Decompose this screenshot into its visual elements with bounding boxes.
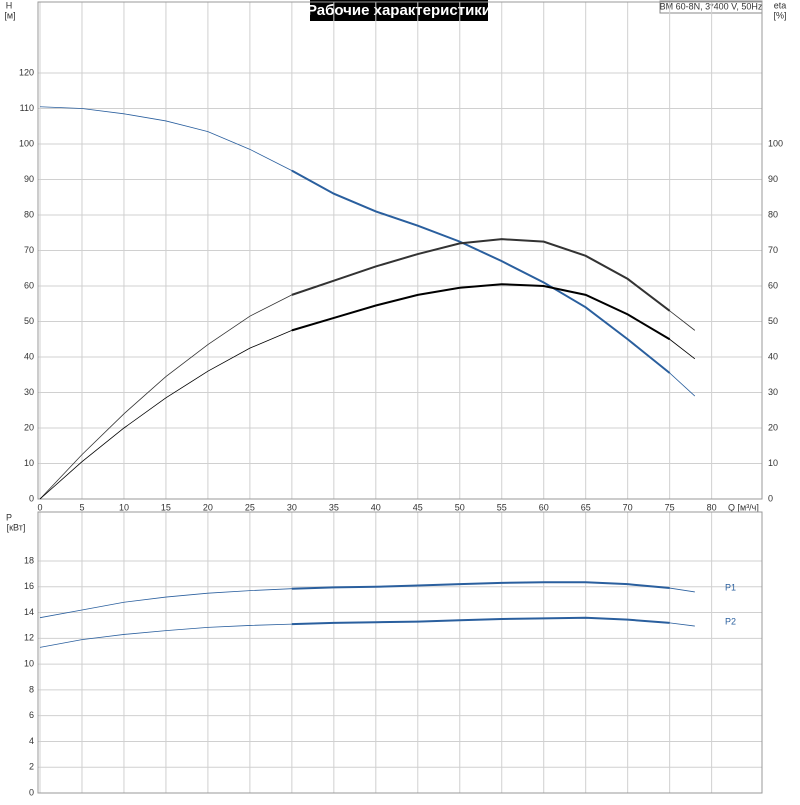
legend-label: P1	[725, 582, 736, 592]
duty-curve	[291, 169, 671, 374]
x-tick-label: 45	[413, 502, 423, 512]
plot-border	[37, 1, 763, 500]
x-tick-label: 75	[665, 502, 675, 512]
x-tick-label: 70	[623, 502, 633, 512]
y2-tick-label: 90	[768, 174, 778, 184]
x-tick-label: 20	[203, 502, 213, 512]
duty-curve	[291, 238, 671, 312]
y-tick-label: 50	[24, 316, 34, 326]
y-tick-label: 10	[24, 658, 34, 668]
y2-tick-label: 30	[768, 387, 778, 397]
y-tick-label: 120	[19, 67, 34, 77]
y-axis-label: P	[6, 512, 12, 522]
y-tick-label: 12	[24, 633, 34, 643]
x-tick-label: 15	[161, 502, 171, 512]
y-tick-label: 30	[24, 387, 34, 397]
duty-curve	[291, 616, 670, 626]
x-tick-label: 55	[497, 502, 507, 512]
y-tick-label: 110	[20, 103, 34, 113]
y-tick-label: 16	[24, 581, 34, 591]
x-tick-label: 30	[287, 502, 297, 512]
y-tick-label: 40	[24, 351, 34, 361]
y2-tick-label: 0	[768, 493, 773, 503]
y-tick-label: 18	[24, 555, 34, 565]
chart-title: Рабочие характеристики	[307, 2, 491, 19]
x-tick-label: 25	[245, 502, 255, 512]
x-tick-label: 50	[455, 502, 465, 512]
x-tick-label: 80	[707, 502, 717, 512]
y-tick-label: 20	[24, 422, 34, 432]
y-tick-label: 60	[24, 280, 34, 290]
x-axis-label: Q [м³/ч]	[728, 502, 759, 512]
y-axis-label: H	[6, 0, 13, 10]
y-tick-label: 8	[29, 684, 34, 694]
x-tick-label: 0	[37, 502, 42, 512]
x-tick-label: 35	[329, 502, 339, 512]
duty-curve	[291, 283, 671, 341]
y2-tick-label: 70	[768, 245, 778, 255]
y2-tick-label: 50	[768, 316, 778, 326]
y-axis-unit: [м]	[4, 10, 15, 20]
y2-tick-label: 80	[768, 209, 778, 219]
y-tick-label: 14	[24, 607, 34, 617]
plot-border	[37, 511, 763, 794]
y2-tick-label: 40	[768, 351, 778, 361]
y-tick-label: 4	[29, 736, 34, 746]
y2-axis-label: eta	[774, 0, 787, 10]
x-tick-label: 10	[119, 502, 129, 512]
y-axis-unit: [кВт]	[7, 522, 26, 532]
y-tick-label: 0	[29, 787, 34, 797]
y2-tick-label: 100	[768, 138, 783, 148]
y2-tick-label: 60	[768, 280, 778, 290]
y2-tick-label: 10	[768, 458, 778, 468]
y-tick-label: 0	[29, 493, 34, 503]
y-tick-label: 100	[19, 138, 34, 148]
y-tick-label: 80	[24, 209, 34, 219]
x-tick-label: 40	[371, 502, 381, 512]
x-tick-label: 5	[79, 502, 84, 512]
y-tick-label: 10	[24, 458, 34, 468]
duty-curve	[291, 581, 670, 590]
y2-axis-unit: [%]	[773, 10, 786, 20]
y2-tick-label: 20	[768, 422, 778, 432]
y-tick-label: 2	[29, 762, 34, 772]
title-box	[310, 0, 488, 21]
legend-label: P2	[725, 616, 736, 626]
y-tick-label: 70	[24, 245, 34, 255]
x-tick-label: 60	[539, 502, 549, 512]
y-tick-label: 6	[29, 710, 34, 720]
y-tick-label: 90	[24, 174, 34, 184]
x-tick-label: 65	[581, 502, 591, 512]
